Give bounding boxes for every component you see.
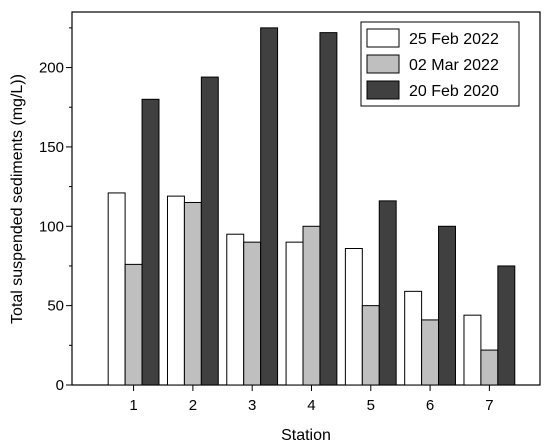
- bar-series-1-station-5: [344, 248, 363, 386]
- x-tick-label: 4: [307, 397, 315, 414]
- legend-label-2: 02 Mar 2022: [409, 57, 499, 74]
- legend-swatch-3: [366, 80, 400, 100]
- bar-series-3-station-1: [141, 98, 160, 386]
- bar-series-2-station-5: [361, 305, 380, 386]
- bar-series-2-station-2: [183, 201, 202, 386]
- y-axis: 0 50 100 150 200: [39, 27, 72, 394]
- bar-series-2-station-1: [124, 263, 143, 386]
- bar-series-1-station-7: [463, 314, 482, 386]
- bar-series-2-station-4: [302, 225, 321, 386]
- bar-series-3-station-3: [260, 27, 279, 386]
- x-tick-label: 2: [189, 397, 197, 414]
- bar-series-1-station-2: [166, 195, 185, 386]
- bar-series-3-station-7: [497, 265, 516, 386]
- x-tick-label: 5: [367, 397, 375, 414]
- legend-label-1: 25 Feb 2022: [409, 31, 499, 48]
- bars-group: [107, 27, 516, 386]
- x-axis: 1 2 3 4 5 6 7: [129, 385, 494, 414]
- bar-series-1-station-1: [107, 192, 126, 386]
- legend-label-3: 20 Feb 2020: [409, 83, 499, 100]
- bar-series-3-station-6: [438, 225, 456, 386]
- y-tick-label: 150: [39, 139, 64, 156]
- x-tick-label: 1: [129, 397, 137, 414]
- x-tick-label: 7: [485, 397, 493, 414]
- y-tick-label: 100: [39, 218, 64, 235]
- bar-series-1-station-3: [226, 233, 245, 386]
- bar-series-3-station-2: [200, 76, 219, 386]
- legend: 25 Feb 2022 02 Mar 2022 20 Feb 2020: [360, 21, 520, 107]
- bar-series-2-station-7: [480, 349, 499, 386]
- y-axis-title: Total suspended sediments (mg/L)): [9, 74, 26, 324]
- y-tick-label: 0: [56, 377, 64, 394]
- legend-swatch-2: [366, 54, 400, 74]
- bar-series-3-station-5: [378, 200, 397, 386]
- legend-swatch-1: [366, 28, 400, 48]
- bar-series-1-station-4: [285, 241, 304, 386]
- y-tick-label: 200: [39, 60, 64, 77]
- bar-series-2-station-3: [243, 241, 262, 386]
- bar-series-2-station-6: [421, 319, 440, 386]
- bar-series-1-station-6: [404, 290, 423, 386]
- x-axis-title: Station: [281, 427, 331, 444]
- x-tick-label: 3: [248, 397, 256, 414]
- y-tick-label: 50: [47, 298, 64, 315]
- x-tick-label: 6: [426, 397, 434, 414]
- bar-series-3-station-4: [319, 32, 338, 386]
